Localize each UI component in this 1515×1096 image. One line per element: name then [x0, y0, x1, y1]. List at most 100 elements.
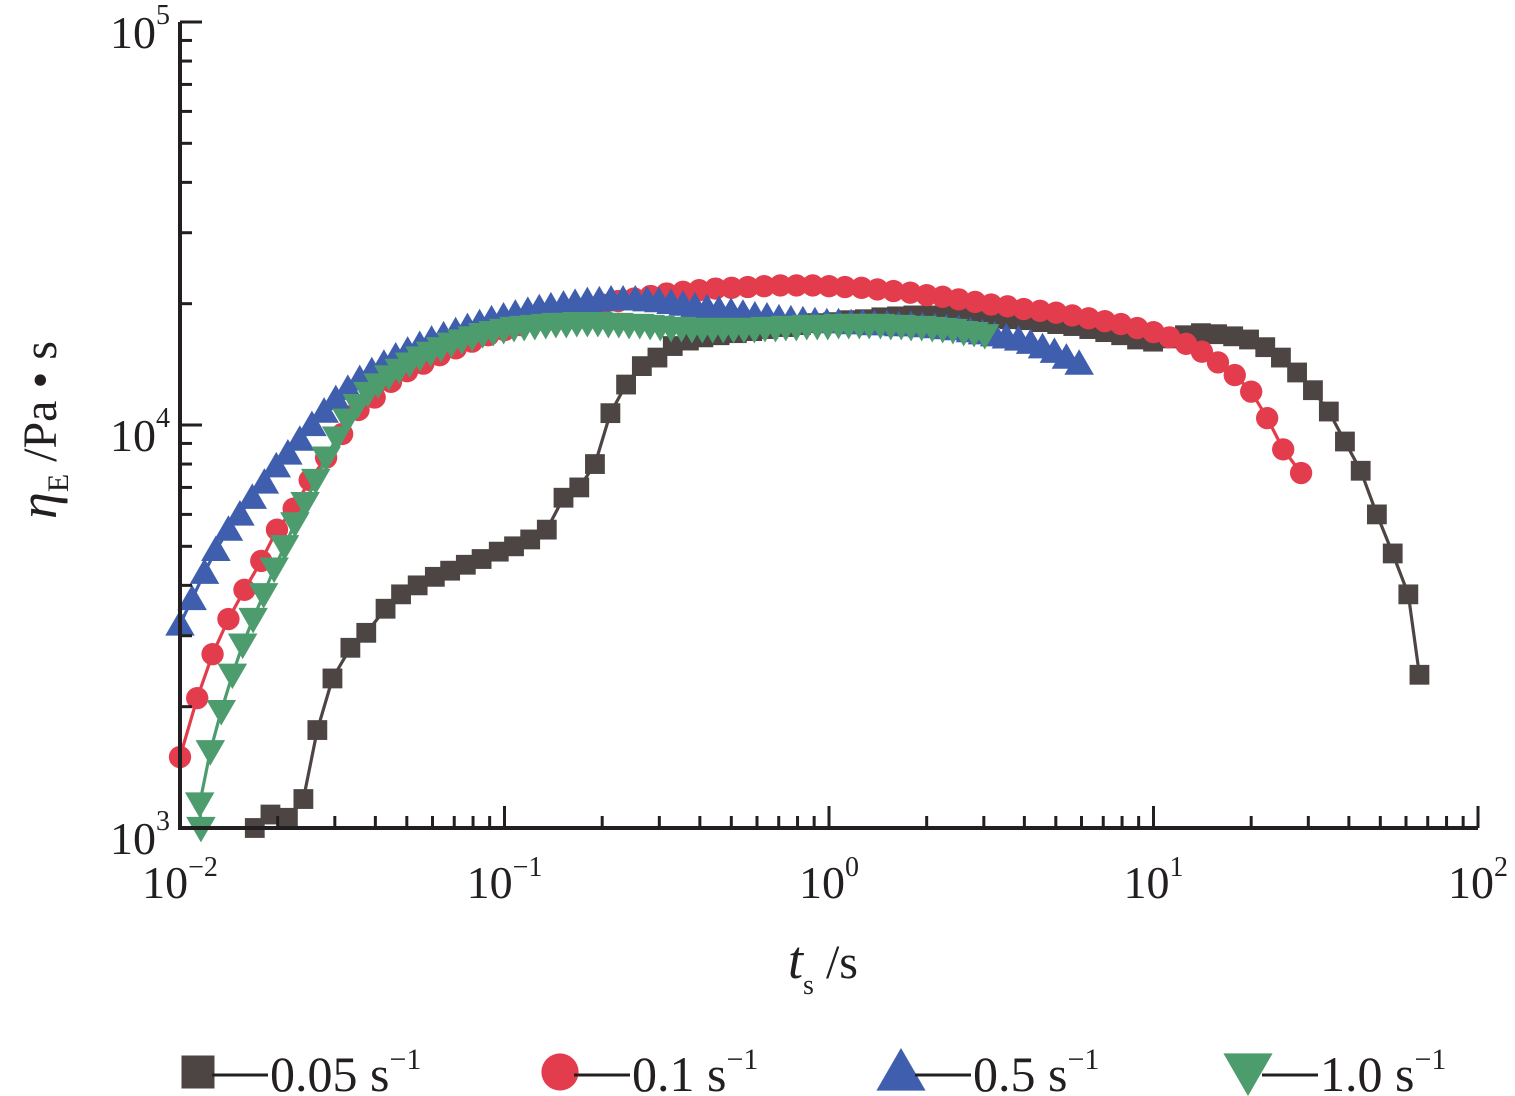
data-point [817, 275, 841, 298]
legend-label: 0.5 s−1 [973, 1043, 1099, 1096]
data-point [752, 275, 776, 298]
legend-item: 0.1 s−1 [541, 1043, 758, 1096]
data-point [356, 622, 377, 643]
data-point [332, 408, 362, 435]
legend-item: 0.5 s−1 [876, 1043, 1099, 1096]
data-point [1240, 380, 1263, 403]
data-point [866, 278, 889, 301]
data-point [375, 598, 396, 619]
x-tick-label: 101 [1124, 852, 1184, 908]
data-point [662, 336, 683, 356]
y-tick-label: 104 [110, 403, 170, 461]
data-point [488, 541, 509, 562]
data-point [1271, 347, 1291, 368]
data-point [720, 276, 743, 299]
data-point [391, 584, 411, 605]
data-point [340, 637, 361, 658]
data-point [1255, 337, 1276, 358]
legend-label: 1.0 s−1 [1320, 1043, 1446, 1096]
legend: 0.05 s−1 0.1 s−1 0.5 s−1 1.0 s−1 [181, 1043, 1446, 1096]
data-point [970, 324, 1000, 350]
data-point [536, 519, 557, 540]
x-tick-label: 10−1 [467, 852, 543, 908]
data-point [553, 487, 574, 508]
series-layer [165, 274, 1430, 843]
legend-marker [876, 1048, 926, 1091]
data-point [277, 807, 298, 828]
data-point [307, 720, 328, 740]
data-point [440, 560, 461, 581]
data-point [1289, 461, 1313, 485]
data-point [189, 558, 220, 584]
legend-label: 0.05 s−1 [270, 1043, 421, 1096]
y-axis-title: ηE /Pa • s [8, 341, 75, 519]
data-point [186, 686, 209, 710]
data-point [233, 578, 256, 601]
x-tick-label: 10−2 [142, 852, 218, 908]
legend-item: 1.0 s−1 [1223, 1043, 1446, 1096]
data-point [1064, 349, 1094, 375]
data-point [290, 491, 320, 518]
y-axis-symbol: η [8, 492, 68, 519]
data-point [293, 789, 314, 809]
data-point [424, 566, 445, 587]
data-point [1303, 380, 1323, 401]
x-axis-unit: /s [814, 936, 858, 989]
data-point [504, 536, 524, 557]
data-point [1206, 351, 1230, 374]
data-point [1272, 438, 1295, 461]
axes [178, 20, 1480, 830]
data-point [1287, 362, 1307, 383]
data-point [280, 512, 310, 538]
data-point [1223, 326, 1244, 347]
data-point [217, 663, 248, 690]
data-point [321, 426, 352, 453]
series-3 [184, 311, 1000, 843]
data-point [833, 275, 857, 299]
data-point [285, 425, 315, 451]
data-point [259, 557, 289, 584]
data-point [1366, 504, 1387, 525]
x-tick-label: 102 [1448, 852, 1508, 908]
data-point [227, 633, 258, 660]
data-point [184, 792, 215, 818]
data-point [1382, 543, 1403, 564]
data-point [979, 293, 1003, 316]
tick-labels: 10−2 10−1 100 101 102 103 104 105 [110, 0, 1508, 908]
data-point [311, 446, 341, 473]
data-point [1318, 401, 1339, 422]
data-point [455, 554, 476, 575]
data-point [947, 288, 970, 311]
data-point [322, 668, 343, 689]
data-point [801, 274, 824, 297]
data-point [520, 529, 541, 550]
data-point [1409, 664, 1430, 685]
x-tick-label: 100 [799, 852, 859, 908]
data-point [201, 535, 231, 562]
data-point [1012, 297, 1035, 321]
data-point [1191, 323, 1211, 344]
data-point [206, 699, 237, 726]
series-line [198, 321, 986, 829]
data-point [704, 277, 727, 300]
legend-marker [1223, 1053, 1273, 1096]
data-point [407, 575, 428, 596]
x-axis-subscript: s [803, 970, 814, 1001]
data-point [1335, 431, 1355, 452]
data-point [569, 477, 590, 498]
data-point [600, 403, 621, 424]
data-point [261, 451, 292, 478]
y-axis-unit: /Pa • s [14, 341, 67, 474]
data-point [269, 535, 300, 561]
data-point [882, 279, 905, 303]
data-point [647, 347, 668, 368]
data-point [237, 483, 268, 509]
data-point [1223, 363, 1246, 387]
data-point [249, 468, 280, 494]
data-point [213, 515, 244, 541]
data-point [238, 607, 268, 634]
data-point [899, 281, 922, 304]
data-point [225, 500, 255, 526]
data-point [195, 740, 226, 766]
